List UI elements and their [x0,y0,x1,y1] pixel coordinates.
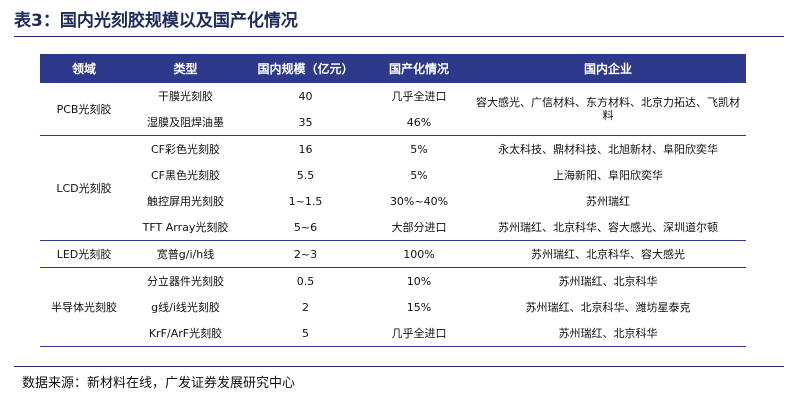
table-row: LCD光刻胶 CF彩色光刻胶 16 5% 永太科技、鼎材科技、北旭新材、阜阳欣奕华 [40,135,746,241]
table-body: PCB光刻胶 干膜光刻胶 40 几乎全进口 容大感光、广信材料、东方材料、北京力拓达、飞… [40,82,746,347]
table-row: TFT Array光刻胶 5~6 大部分进口 苏州瑞红、北京科华、容大感光、深圳道尔顿 [40,214,746,241]
localization-cell: 几乎全进口 [368,82,470,109]
type-cell: KrF/ArF光刻胶 [128,320,243,347]
table-header: 领域 类型 国内规模（亿元） 国产化情况 国内企业 [40,54,746,83]
table-row: 半导体光刻胶 分立器件光刻胶 0.5 10% 苏州瑞红、北京科华 [40,267,746,347]
domain-cell: PCB光刻胶 [40,82,128,136]
localization-cell: 10% [368,267,470,294]
scale-cell: 5~6 [243,214,368,241]
type-cell: 湿膜及阻焊油墨 [128,109,243,136]
localization-cell: 5% [368,135,470,162]
scale-cell: 40 [243,82,368,109]
localization-cell: 大部分进口 [368,214,470,241]
scale-cell: 0.5 [243,267,368,294]
table-row: CF黑色光刻胶 5.5 5% 上海新阳、阜阳欣奕华 [40,162,746,188]
companies-cell: 苏州瑞红、北京科华、容大感光、深圳道尔顿 [470,214,746,241]
type-cell: 触控屏用光刻胶 [147,194,224,208]
type-cell: 宽普g/i/h线 [128,240,243,268]
table: 领域 类型 国内规模（亿元） 国产化情况 国内企业 PCB光刻胶 干膜光刻胶 40 几乎全进口… [40,54,746,347]
source-rule [14,366,784,367]
table-row: g线/i线光刻胶 2 15% 苏州瑞红、北京科华、潍坊星泰克 [40,294,746,320]
companies-cell: 容大感光、广信材料、东方材料、北京力拓达、飞凯材料 [470,82,746,136]
header-cell: 类型 [128,54,243,83]
table-row: 湿膜及阻焊油墨 35 46% [40,109,746,136]
localization-cell: 15% [406,300,432,314]
companies-cell: 永太科技、鼎材科技、北旭新材、阜阳欣奕华 [470,135,746,162]
type-cell: CF黑色光刻胶 [150,168,220,182]
type-cell: 干膜光刻胶 [128,82,243,109]
type-cell: 分立器件光刻胶 [128,267,243,294]
type-cell: CF彩色光刻胶 [128,135,243,162]
companies-cell: 苏州瑞红、北京科华、容大感光 [470,240,746,268]
type-cell: g线/i线光刻胶 [151,300,220,314]
scale-cell: 2~3 [243,240,368,268]
table-row: KrF/ArF光刻胶 5 几乎全进口 苏州瑞红、北京科华 [40,320,746,347]
header-cell: 国产化情况 [368,54,470,83]
title: 表3：国内光刻胶规模以及国产化情况 [14,11,298,31]
localization-cell: 100% [368,240,470,268]
companies-cell: 苏州瑞红、北京科华 [470,320,746,347]
header-row: 领域 类型 国内规模（亿元） 国产化情况 国内企业 [40,54,746,83]
header-cell: 国内企业 [470,54,746,83]
localization-cell: 几乎全进口 [368,320,470,347]
title-rule [14,36,784,37]
table-row: 触控屏用光刻胶 1~1.5 30%~40% 苏州瑞红 [40,188,746,214]
companies-cell: 苏州瑞红、北京科华 [470,267,746,294]
companies-cell: 苏州瑞红 [586,194,630,208]
domain-cell: 半导体光刻胶 [40,267,128,347]
localization-cell: 46% [368,109,470,136]
scale-cell: 35 [243,109,368,136]
scale-cell: 2 [302,300,309,314]
header-cell: 领域 [40,54,128,83]
domain-cell: LED光刻胶 [40,240,128,268]
companies-cell: 上海新阳、阜阳欣奕华 [553,168,663,182]
localization-cell: 30%~40% [389,194,449,208]
scale-cell: 16 [243,135,368,162]
header-cell: 国内规模（亿元） [243,54,368,83]
scale-cell: 5.5 [296,168,315,182]
localization-cell: 5% [410,168,428,182]
table-row: PCB光刻胶 干膜光刻胶 40 几乎全进口 容大感光、广信材料、东方材料、北京力拓达、飞… [40,82,746,136]
companies-cell: 苏州瑞红、北京科华、潍坊星泰克 [525,300,691,314]
domain-cell: LCD光刻胶 [40,135,128,241]
type-cell: TFT Array光刻胶 [128,214,243,241]
source: 数据来源：新材料在线，广发证券发展研究中心 [22,376,296,391]
scale-cell: 1~1.5 [288,194,323,208]
table-row: LED光刻胶 宽普g/i/h线 2~3 100% 苏州瑞红、北京科华、容大感光 [40,240,746,268]
scale-cell: 5 [243,320,368,347]
